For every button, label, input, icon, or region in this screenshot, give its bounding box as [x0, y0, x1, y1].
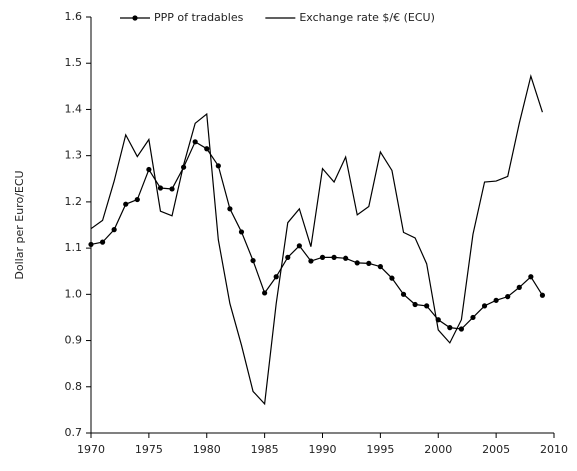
data-point — [123, 201, 129, 207]
data-point — [493, 297, 499, 303]
x-tick-label: 1995 — [366, 443, 394, 456]
data-point — [227, 206, 233, 212]
data-point — [343, 255, 349, 261]
data-point — [389, 275, 395, 281]
data-point — [192, 139, 198, 145]
y-tick-label: 0.8 — [65, 380, 83, 393]
data-point — [319, 254, 326, 260]
data-point — [481, 303, 488, 309]
data-point — [273, 274, 279, 280]
data-point — [377, 264, 383, 270]
legend-marker — [132, 15, 138, 21]
data-point — [458, 326, 464, 332]
data-point — [215, 163, 221, 169]
data-point — [111, 227, 117, 233]
data-point — [412, 301, 418, 308]
x-tick-label: 2000 — [424, 443, 452, 456]
y-tick-label: 1.5 — [65, 56, 83, 69]
data-point — [528, 274, 534, 280]
data-point — [88, 241, 94, 248]
data-point — [296, 243, 302, 249]
data-point — [238, 229, 245, 235]
data-point — [262, 290, 268, 296]
y-axis-label: Dollar per Euro/ECU — [13, 170, 26, 279]
data-point — [539, 292, 546, 298]
y-tick-label: 1.0 — [65, 287, 83, 300]
data-point — [99, 239, 106, 245]
x-tick-label: 1985 — [251, 443, 279, 456]
data-point — [285, 254, 291, 260]
x-tick-label: 1970 — [77, 443, 105, 456]
x-tick-label: 2010 — [540, 443, 568, 456]
y-tick-label: 1.6 — [65, 10, 83, 23]
data-point — [157, 185, 164, 191]
data-point — [424, 303, 430, 309]
y-tick-label: 1.3 — [65, 149, 83, 162]
series-line — [90, 73, 543, 406]
y-tick-label: 1.4 — [65, 102, 83, 115]
x-tick-label: 2005 — [482, 443, 510, 456]
y-tick-label: 1.2 — [65, 195, 83, 208]
data-point — [308, 258, 314, 264]
y-tick-label: 1.1 — [65, 241, 83, 254]
x-tick-label: 1990 — [309, 443, 337, 456]
data-point — [146, 166, 152, 173]
data-point — [505, 294, 511, 300]
data-point — [204, 146, 210, 152]
y-tick-label: 0.7 — [65, 426, 83, 439]
legend-label: Exchange rate $/€ (ECU) — [299, 11, 435, 24]
data-point — [331, 254, 337, 260]
data-point — [516, 284, 522, 290]
legend-label: PPP of tradables — [154, 11, 244, 24]
x-tick-label: 1980 — [193, 443, 221, 456]
series-line — [90, 140, 543, 330]
data-point — [470, 314, 476, 321]
data-point — [134, 196, 140, 203]
x-tick-label: 1975 — [135, 443, 163, 456]
y-tick-label: 0.9 — [65, 334, 83, 347]
data-point — [400, 291, 407, 297]
data-point — [169, 186, 175, 192]
data-point — [250, 257, 256, 264]
data-point — [447, 325, 453, 331]
data-point — [354, 260, 360, 266]
data-point — [366, 260, 372, 266]
